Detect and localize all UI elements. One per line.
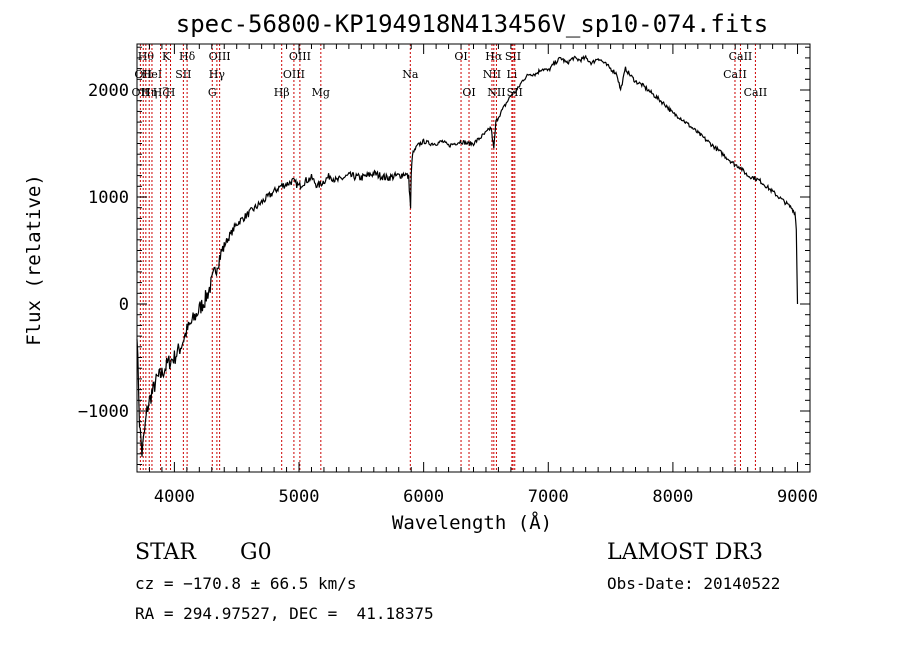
x-axis: 4000 5000 6000 7000 8000 9000 [136, 44, 818, 507]
marker-label: SII [505, 50, 521, 63]
marker-label: NII [487, 86, 505, 99]
marker-label: OIII [209, 50, 231, 63]
spectrum-line [136, 54, 799, 457]
marker-label: Na [402, 68, 419, 81]
marker-label: OI [462, 86, 475, 99]
y-tick-label: −1000 [78, 402, 129, 422]
marker-label: Hγ [209, 68, 226, 81]
marker-label: SII [175, 68, 191, 81]
marker-label: OIII [289, 50, 311, 63]
marker-label: CaII [723, 68, 747, 81]
marker-label: OI [454, 50, 467, 63]
marker-label: Hη [141, 86, 157, 99]
y-tick-label: 0 [119, 295, 129, 315]
marker-label: OII [132, 86, 150, 99]
marker-label: G [208, 86, 217, 99]
marker-label: CaII [729, 50, 753, 63]
object-class: STAR [135, 540, 196, 565]
x-tick-label: 9000 [777, 487, 818, 507]
x-tick-label: 6000 [403, 487, 444, 507]
y-tick-label: 1000 [88, 188, 129, 208]
survey-name: LAMOST DR3 [607, 540, 763, 565]
marker-label: HeI [142, 68, 162, 81]
x-tick-label: 8000 [652, 487, 693, 507]
x-axis-label: Wavelength (Å) [392, 511, 552, 534]
line-markers: OII OII Hθ Hη HeI Hζ K H SII Hδ G Hγ OIII Hβ OIII OIII M… [132, 44, 768, 472]
object-subclass: G0 [240, 540, 272, 565]
x-tick-label: 7000 [528, 487, 569, 507]
marker-label: Hθ [138, 50, 155, 63]
marker-label: Hβ [274, 86, 290, 99]
marker-label: NII [483, 68, 501, 81]
marker-label: Li [506, 68, 517, 81]
marker-label: OIII [283, 68, 305, 81]
marker-label: K [162, 50, 171, 63]
chart-title: spec-56800-KP194918N413456V_sp10-074.fit… [176, 10, 768, 38]
y-axis-label: Flux (relative) [23, 174, 45, 346]
marker-label: OII [134, 68, 152, 81]
marker-label: Mg [312, 86, 330, 99]
marker-label: Hδ [179, 50, 196, 63]
y-tick-label: 2000 [88, 81, 129, 101]
observation-date: Obs-Date: 20140522 [607, 574, 781, 593]
sky-coordinates: RA = 294.97527, DEC = 41.18375 [135, 604, 434, 623]
x-tick-label: 4000 [154, 487, 195, 507]
marker-label: H [166, 86, 176, 99]
y-axis: −1000 0 1000 2000 [78, 46, 810, 466]
redshift-velocity: cz = −170.8 ± 66.5 km/s [135, 574, 357, 593]
plot-frame [136, 43, 811, 473]
marker-label: Hα [485, 50, 503, 63]
x-tick-label: 5000 [279, 487, 320, 507]
marker-label: CaII [744, 86, 768, 99]
marker-label: Hζ [153, 86, 169, 99]
